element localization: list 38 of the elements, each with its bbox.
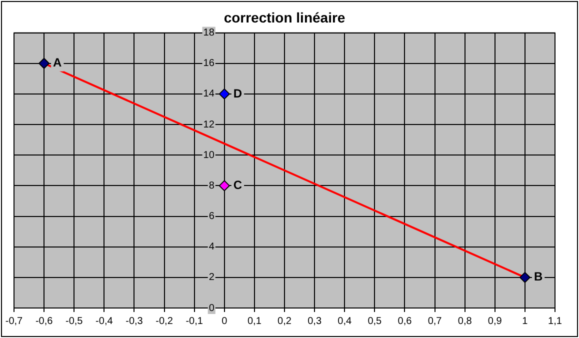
x-tick-label: -0,2	[156, 316, 174, 327]
x-tick-label: 1,1	[548, 316, 562, 327]
x-tick-label: -0,5	[65, 316, 84, 327]
x-tick-label: 1	[522, 316, 528, 327]
y-tick-label: 4	[208, 242, 215, 253]
x-tick-label: -0,1	[186, 316, 204, 327]
x-tick-label: 0,4	[338, 316, 352, 327]
y-tick-label: 12	[203, 119, 215, 130]
x-tick-label: -0,7	[5, 316, 24, 327]
annotation: A	[53, 56, 62, 70]
y-tick-label: 18	[203, 28, 215, 39]
y-tick-label: 16	[203, 58, 215, 70]
x-tick-label: 0,8	[458, 316, 472, 327]
point	[38, 58, 50, 69]
chart-title: correction linéaire	[224, 9, 346, 26]
x-tick-label: 0,2	[278, 316, 292, 327]
y-tick-label: 6	[208, 211, 215, 222]
annotation: C	[233, 178, 242, 192]
point	[218, 180, 230, 192]
x-tick-label: -0,4	[96, 316, 114, 327]
x-tick-label: -0,6	[35, 316, 54, 327]
x-tick-label: 0,9	[488, 316, 502, 327]
x-tick-label: 0,5	[368, 316, 382, 327]
annotation: B	[534, 270, 543, 284]
x-tick-label: 0,6	[398, 316, 412, 327]
x-tick-label: 0,7	[428, 316, 442, 327]
x-tick-label: 0,3	[308, 316, 322, 327]
y-tick-label: 2	[208, 272, 215, 284]
y-tick-label: 0	[208, 302, 215, 314]
x-tick-label: -0,3	[126, 316, 144, 327]
y-tick-label: 14	[203, 88, 215, 100]
y-tick-label: 8	[208, 180, 215, 192]
point	[519, 272, 530, 283]
x-tick-label: 0,1	[247, 316, 262, 327]
annotation: D	[233, 86, 242, 100]
point	[218, 88, 230, 100]
x-tick-label: 0	[222, 316, 228, 327]
y-tick-label: 10	[203, 150, 215, 161]
